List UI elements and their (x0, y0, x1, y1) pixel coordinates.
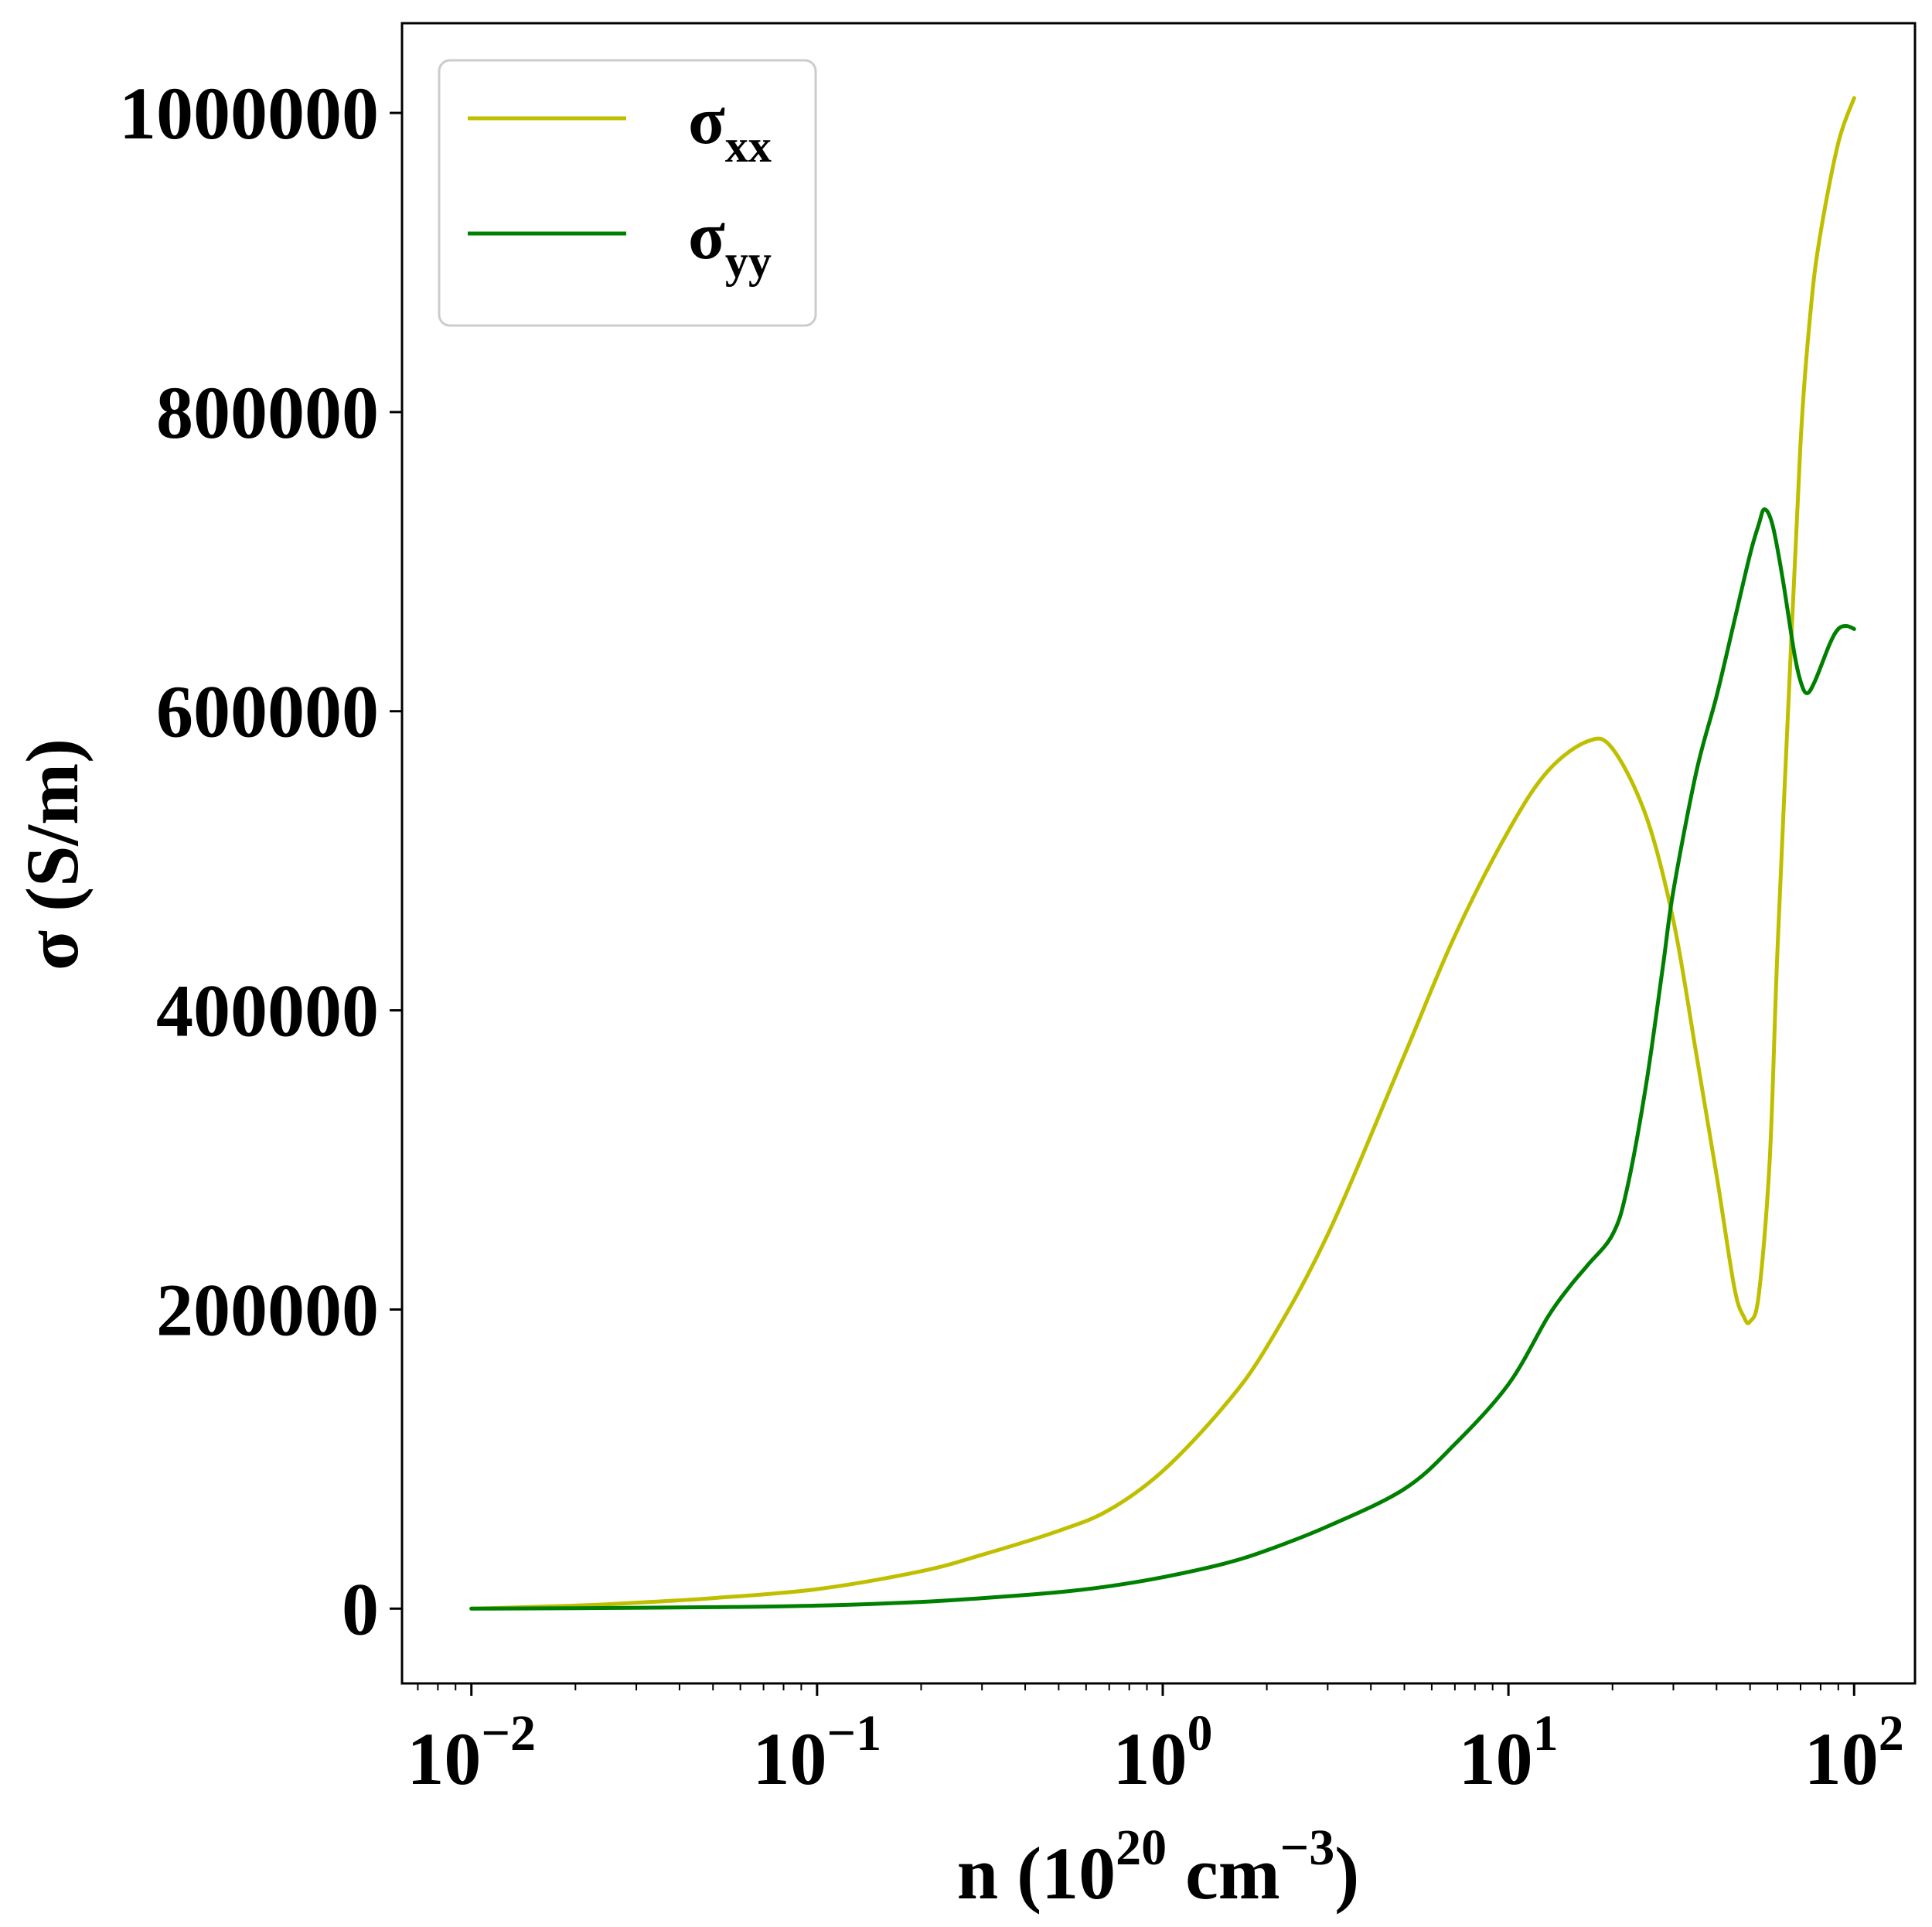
x-axis-label-prefix: n (10 (957, 1832, 1116, 1915)
marks-layer (469, 96, 1856, 1611)
legend-box (438, 59, 817, 327)
legend: σxx σyy (438, 59, 817, 327)
x-tick-label: 100 (1113, 1705, 1212, 1800)
y-tick-label: 600000 (156, 670, 379, 753)
x-tick-label: 102 (1804, 1705, 1904, 1800)
x-tick-label: 10−2 (407, 1705, 536, 1800)
series-line-sigma-yy (469, 507, 1856, 1611)
y-axis: 0 200000 400000 600000 800000 1000000 (119, 72, 402, 1650)
y-tick-label: 400000 (156, 970, 379, 1052)
y-axis-label: σ (S/m) (11, 738, 94, 970)
x-axis-label-exponent-1: 20 (1116, 1820, 1167, 1876)
y-tick-label: 1000000 (119, 72, 379, 155)
x-axis-label-mid: cm (1167, 1832, 1280, 1915)
x-axis-label-exponent-2: −3 (1280, 1820, 1335, 1876)
x-axis-label-suffix: ) (1334, 1832, 1359, 1915)
plot-area-frame (400, 22, 1917, 1685)
y-tick-label: 0 (342, 1567, 379, 1650)
y-tick-label: 200000 (156, 1268, 379, 1351)
x-axis: 10−2 10−1 100 101 102 (407, 1683, 1904, 1800)
series-line-sigma-xx (469, 96, 1856, 1611)
x-tick-label: 10−1 (753, 1705, 882, 1800)
y-tick-label: 800000 (156, 371, 379, 454)
legend-label-sigma-yy: σyy (688, 199, 772, 287)
x-tick-label: 101 (1459, 1705, 1559, 1800)
x-axis-label: n (1020 cm−3) (957, 1820, 1360, 1915)
legend-label-sigma-xx: σxx (688, 84, 772, 172)
